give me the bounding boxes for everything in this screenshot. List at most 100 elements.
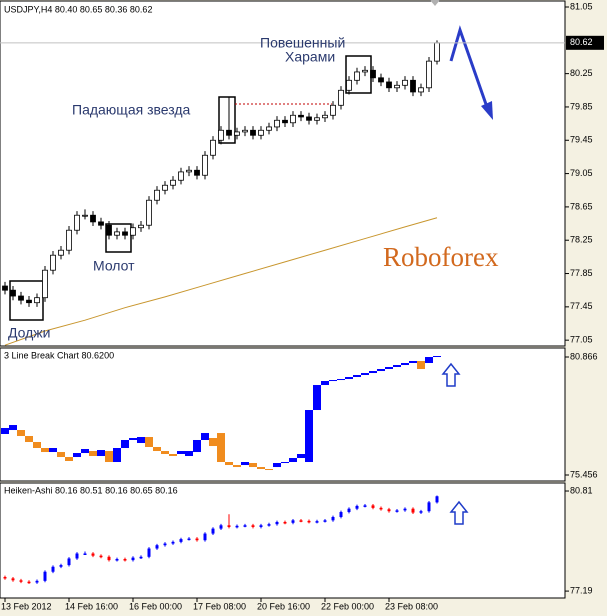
brick <box>425 357 433 364</box>
brick <box>361 373 369 376</box>
candle-body <box>122 231 128 236</box>
current-price-box <box>566 35 604 50</box>
brick <box>297 454 305 459</box>
brick <box>169 454 177 457</box>
y-tick-label: 78.65 <box>570 201 593 211</box>
candle-body <box>154 189 160 201</box>
ha-body <box>331 517 335 521</box>
candle-body <box>234 131 240 136</box>
brick <box>65 457 73 462</box>
pane-title: USDJPY,H4 80.40 80.65 80.36 80.62 <box>4 4 152 14</box>
candle-body <box>314 117 320 121</box>
brick <box>1 428 9 435</box>
ha-body <box>243 525 247 527</box>
y-tick-label: 80.25 <box>570 68 593 78</box>
brick <box>401 363 409 366</box>
brick <box>129 438 137 440</box>
ha-body <box>411 508 415 513</box>
ha-body <box>435 496 439 503</box>
candle-body <box>210 139 216 156</box>
ha-body <box>187 538 191 541</box>
candle-body <box>290 114 296 124</box>
ha-body <box>371 505 375 508</box>
candle-body <box>50 254 56 271</box>
candle-body <box>266 126 272 131</box>
candle-body <box>194 169 200 176</box>
brick <box>241 462 249 466</box>
candle-body <box>306 116 312 121</box>
x-tick-label: 13 Feb 2012 <box>1 601 52 611</box>
candle-body <box>346 79 352 91</box>
current-price-label: 80.62 <box>570 37 593 47</box>
brick <box>305 410 313 463</box>
pattern-box <box>105 223 132 253</box>
ha-body <box>267 524 271 526</box>
candle-body <box>202 154 208 176</box>
ha-body <box>403 508 407 511</box>
brick <box>113 448 121 463</box>
ha-body <box>227 525 231 527</box>
candle-body <box>378 77 384 83</box>
watermark: Roboforex <box>383 242 499 272</box>
candle-body <box>90 214 96 223</box>
ha-body <box>251 525 255 527</box>
brick <box>417 360 425 370</box>
ha-body <box>155 545 159 549</box>
candle-body <box>34 297 40 304</box>
candle-body <box>338 89 344 106</box>
brick <box>185 451 193 457</box>
brick <box>337 379 345 381</box>
ha-body <box>147 548 151 557</box>
candle-body <box>98 221 104 226</box>
candle-body <box>138 224 144 229</box>
ha-body <box>11 578 15 581</box>
brick <box>41 448 49 453</box>
brick <box>353 375 361 378</box>
candle-body <box>146 199 152 226</box>
y-tick-label: 80.866 <box>570 351 598 361</box>
candle-body <box>394 84 400 89</box>
candle-body <box>82 214 88 217</box>
ha-body <box>291 520 295 523</box>
main-pane <box>0 0 566 347</box>
ha-body <box>35 580 39 583</box>
ha-body <box>163 543 167 546</box>
brick <box>289 458 297 463</box>
x-tick-label: 14 Feb 16:00 <box>65 601 118 611</box>
brick <box>321 381 329 386</box>
ha-body <box>259 525 263 527</box>
ha-body <box>283 521 287 524</box>
candle-body <box>226 129 232 136</box>
ha-body <box>315 521 319 523</box>
heiken-ashi-pane <box>0 482 566 599</box>
brick <box>33 442 41 449</box>
brick <box>17 430 25 437</box>
brick <box>9 425 17 431</box>
brick <box>233 465 241 468</box>
brick <box>273 463 281 468</box>
forecast-arrow <box>449 25 490 111</box>
candle-body <box>298 114 304 118</box>
candle-body <box>362 69 368 73</box>
y-tick-label: 77.85 <box>570 268 593 278</box>
pattern-label: Повешенный <box>260 35 345 51</box>
brick <box>393 365 401 367</box>
candle-body <box>218 129 224 141</box>
ha-body <box>275 521 279 525</box>
candle-body <box>418 87 424 93</box>
ha-body <box>43 571 47 581</box>
candle-body <box>106 224 112 236</box>
candle-body <box>58 249 64 256</box>
candle-body <box>242 129 248 133</box>
x-tick-label: 23 Feb 08:00 <box>385 601 438 611</box>
brick <box>177 451 185 455</box>
x-tick-label: 16 Feb 00:00 <box>129 601 182 611</box>
ha-body <box>195 538 199 541</box>
ha-body <box>51 566 55 572</box>
ha-body <box>355 505 359 509</box>
y-tick-label: 79.85 <box>570 101 593 111</box>
brick <box>193 439 201 453</box>
ha-body <box>203 533 207 541</box>
brick <box>73 453 81 458</box>
